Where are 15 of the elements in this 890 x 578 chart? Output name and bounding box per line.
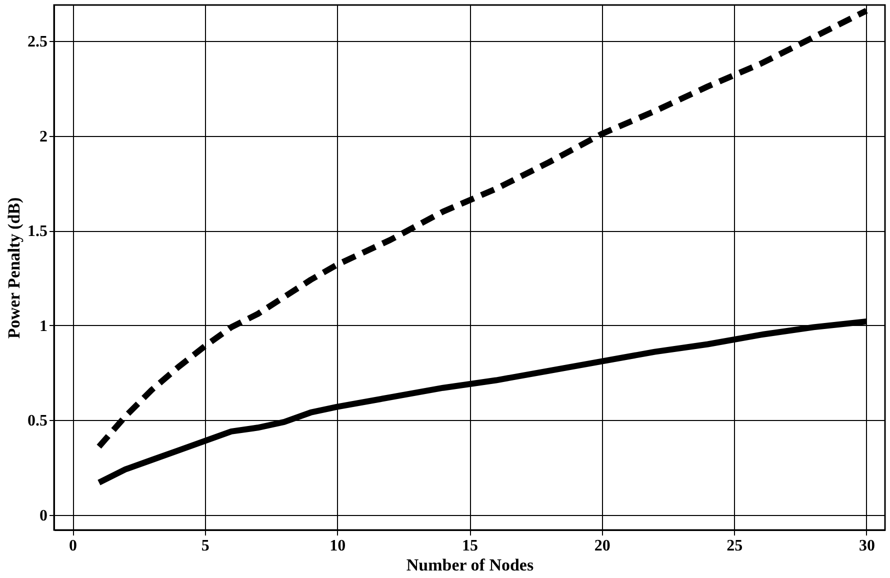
y-tick-label: 2.5 bbox=[28, 34, 48, 51]
y-axis-title: Power Penalty (dB) bbox=[4, 197, 24, 339]
x-tick-label: 5 bbox=[201, 538, 210, 554]
x-tick-label: 0 bbox=[69, 538, 78, 554]
y-tick-label: 0.5 bbox=[28, 412, 48, 430]
x-tick-label: 15 bbox=[462, 538, 478, 554]
x-tick-label: 20 bbox=[594, 538, 610, 554]
y-tick-label: 0 bbox=[40, 507, 48, 524]
x-tick-label: 25 bbox=[726, 538, 743, 554]
y-tick-label: 2 bbox=[40, 128, 48, 146]
y-tick-label: 1.5 bbox=[28, 223, 48, 240]
x-tick-label: 30 bbox=[858, 538, 875, 554]
y-tick-label: 1 bbox=[40, 318, 48, 335]
x-tick-label: 10 bbox=[330, 538, 346, 554]
x-axis-title: Number of Nodes bbox=[406, 556, 534, 574]
